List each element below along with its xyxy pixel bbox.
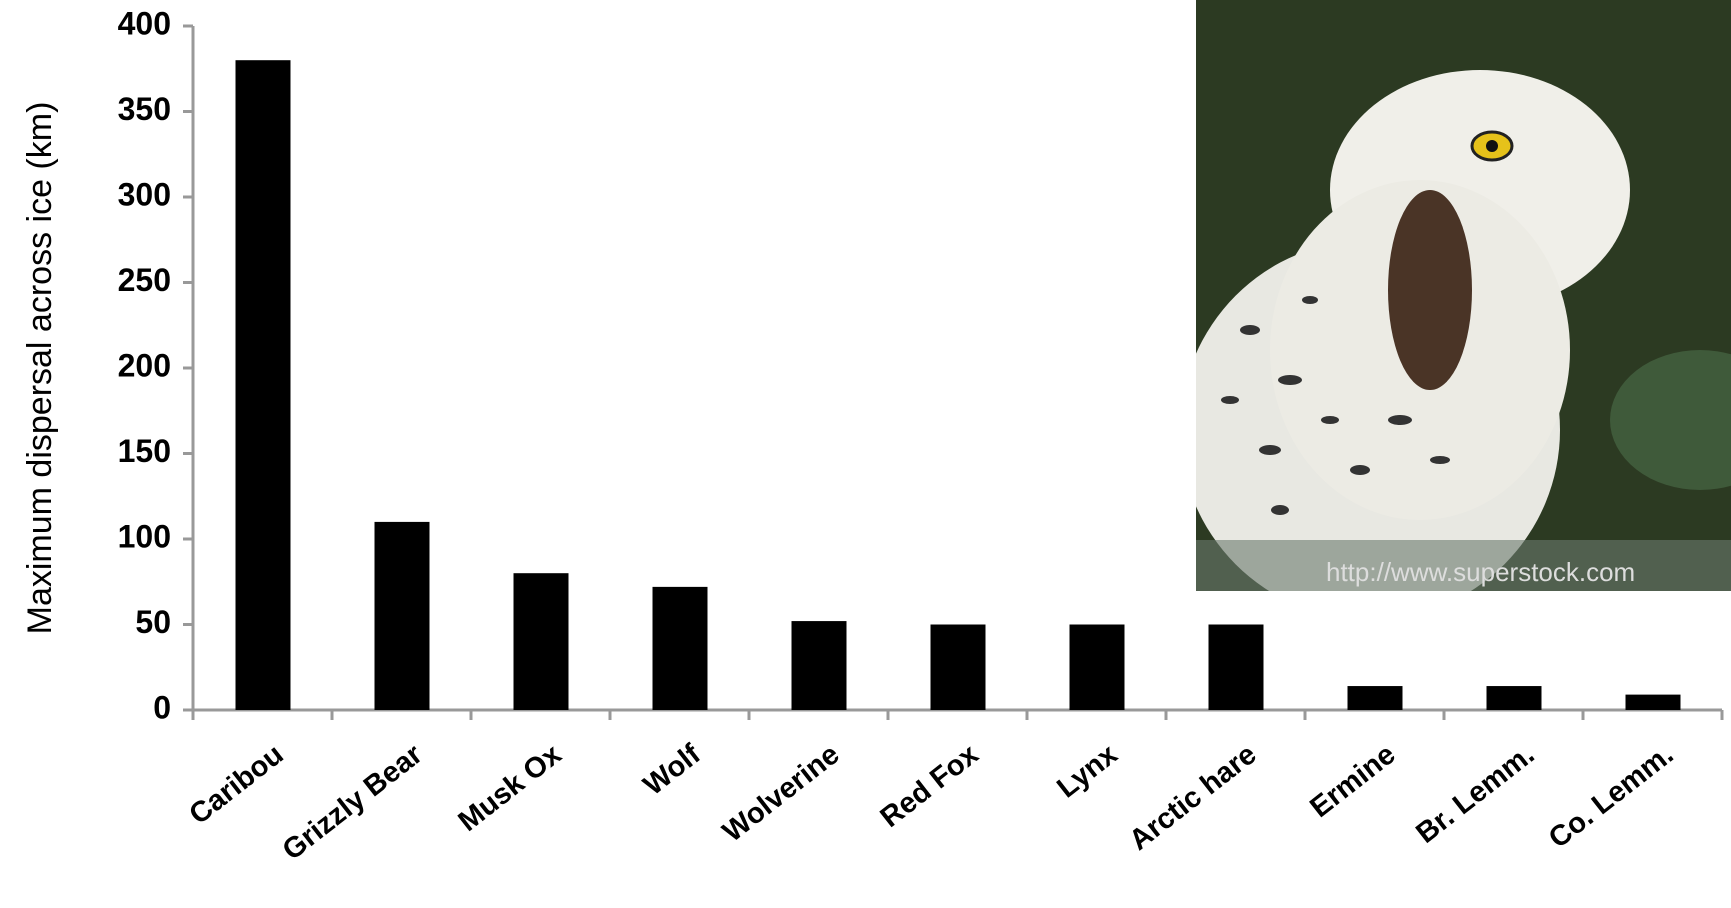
y-tick-label: 50 [135,604,171,640]
y-tick-label: 250 [118,262,171,298]
bar [652,586,708,710]
x-tick-label: Wolf [638,738,707,802]
bar [374,521,430,710]
image-credit: http://www.superstock.com [1326,557,1635,587]
bar [1347,686,1403,710]
bar [1625,694,1681,710]
photo: http://www.superstock.com [1196,0,1731,591]
y-axis-label: Maximum dispersal across ice (km) [21,102,59,635]
x-tick-label: Arctic hare [1123,738,1262,856]
bar [1208,624,1264,710]
x-tick-label: Co. Lemm. [1543,738,1680,854]
x-tick-label: Ermine [1304,738,1401,824]
y-tick-label: 300 [118,176,171,212]
x-tick-label: Wolverine [717,738,845,848]
bar [235,60,291,710]
y-tick-label: 400 [118,5,171,41]
x-tick-label: Red Fox [875,738,985,834]
x-tick-label: Grizzly Bear [277,738,429,866]
y-tick-label: 200 [118,347,171,383]
x-tick-label: Br. Lemm. [1410,738,1540,850]
bar [513,573,569,710]
y-tick-label: 350 [118,91,171,127]
bar [1486,686,1542,710]
bar [1069,624,1125,710]
y-tick-label: 150 [118,433,171,469]
y-tick-label: 0 [153,689,171,725]
x-tick-label: Lynx [1051,738,1123,804]
bar [791,621,847,710]
x-tick-label: Musk Ox [453,738,568,838]
x-tick-label: Caribou [183,738,289,831]
y-tick-label: 100 [118,518,171,554]
bar [930,624,986,710]
